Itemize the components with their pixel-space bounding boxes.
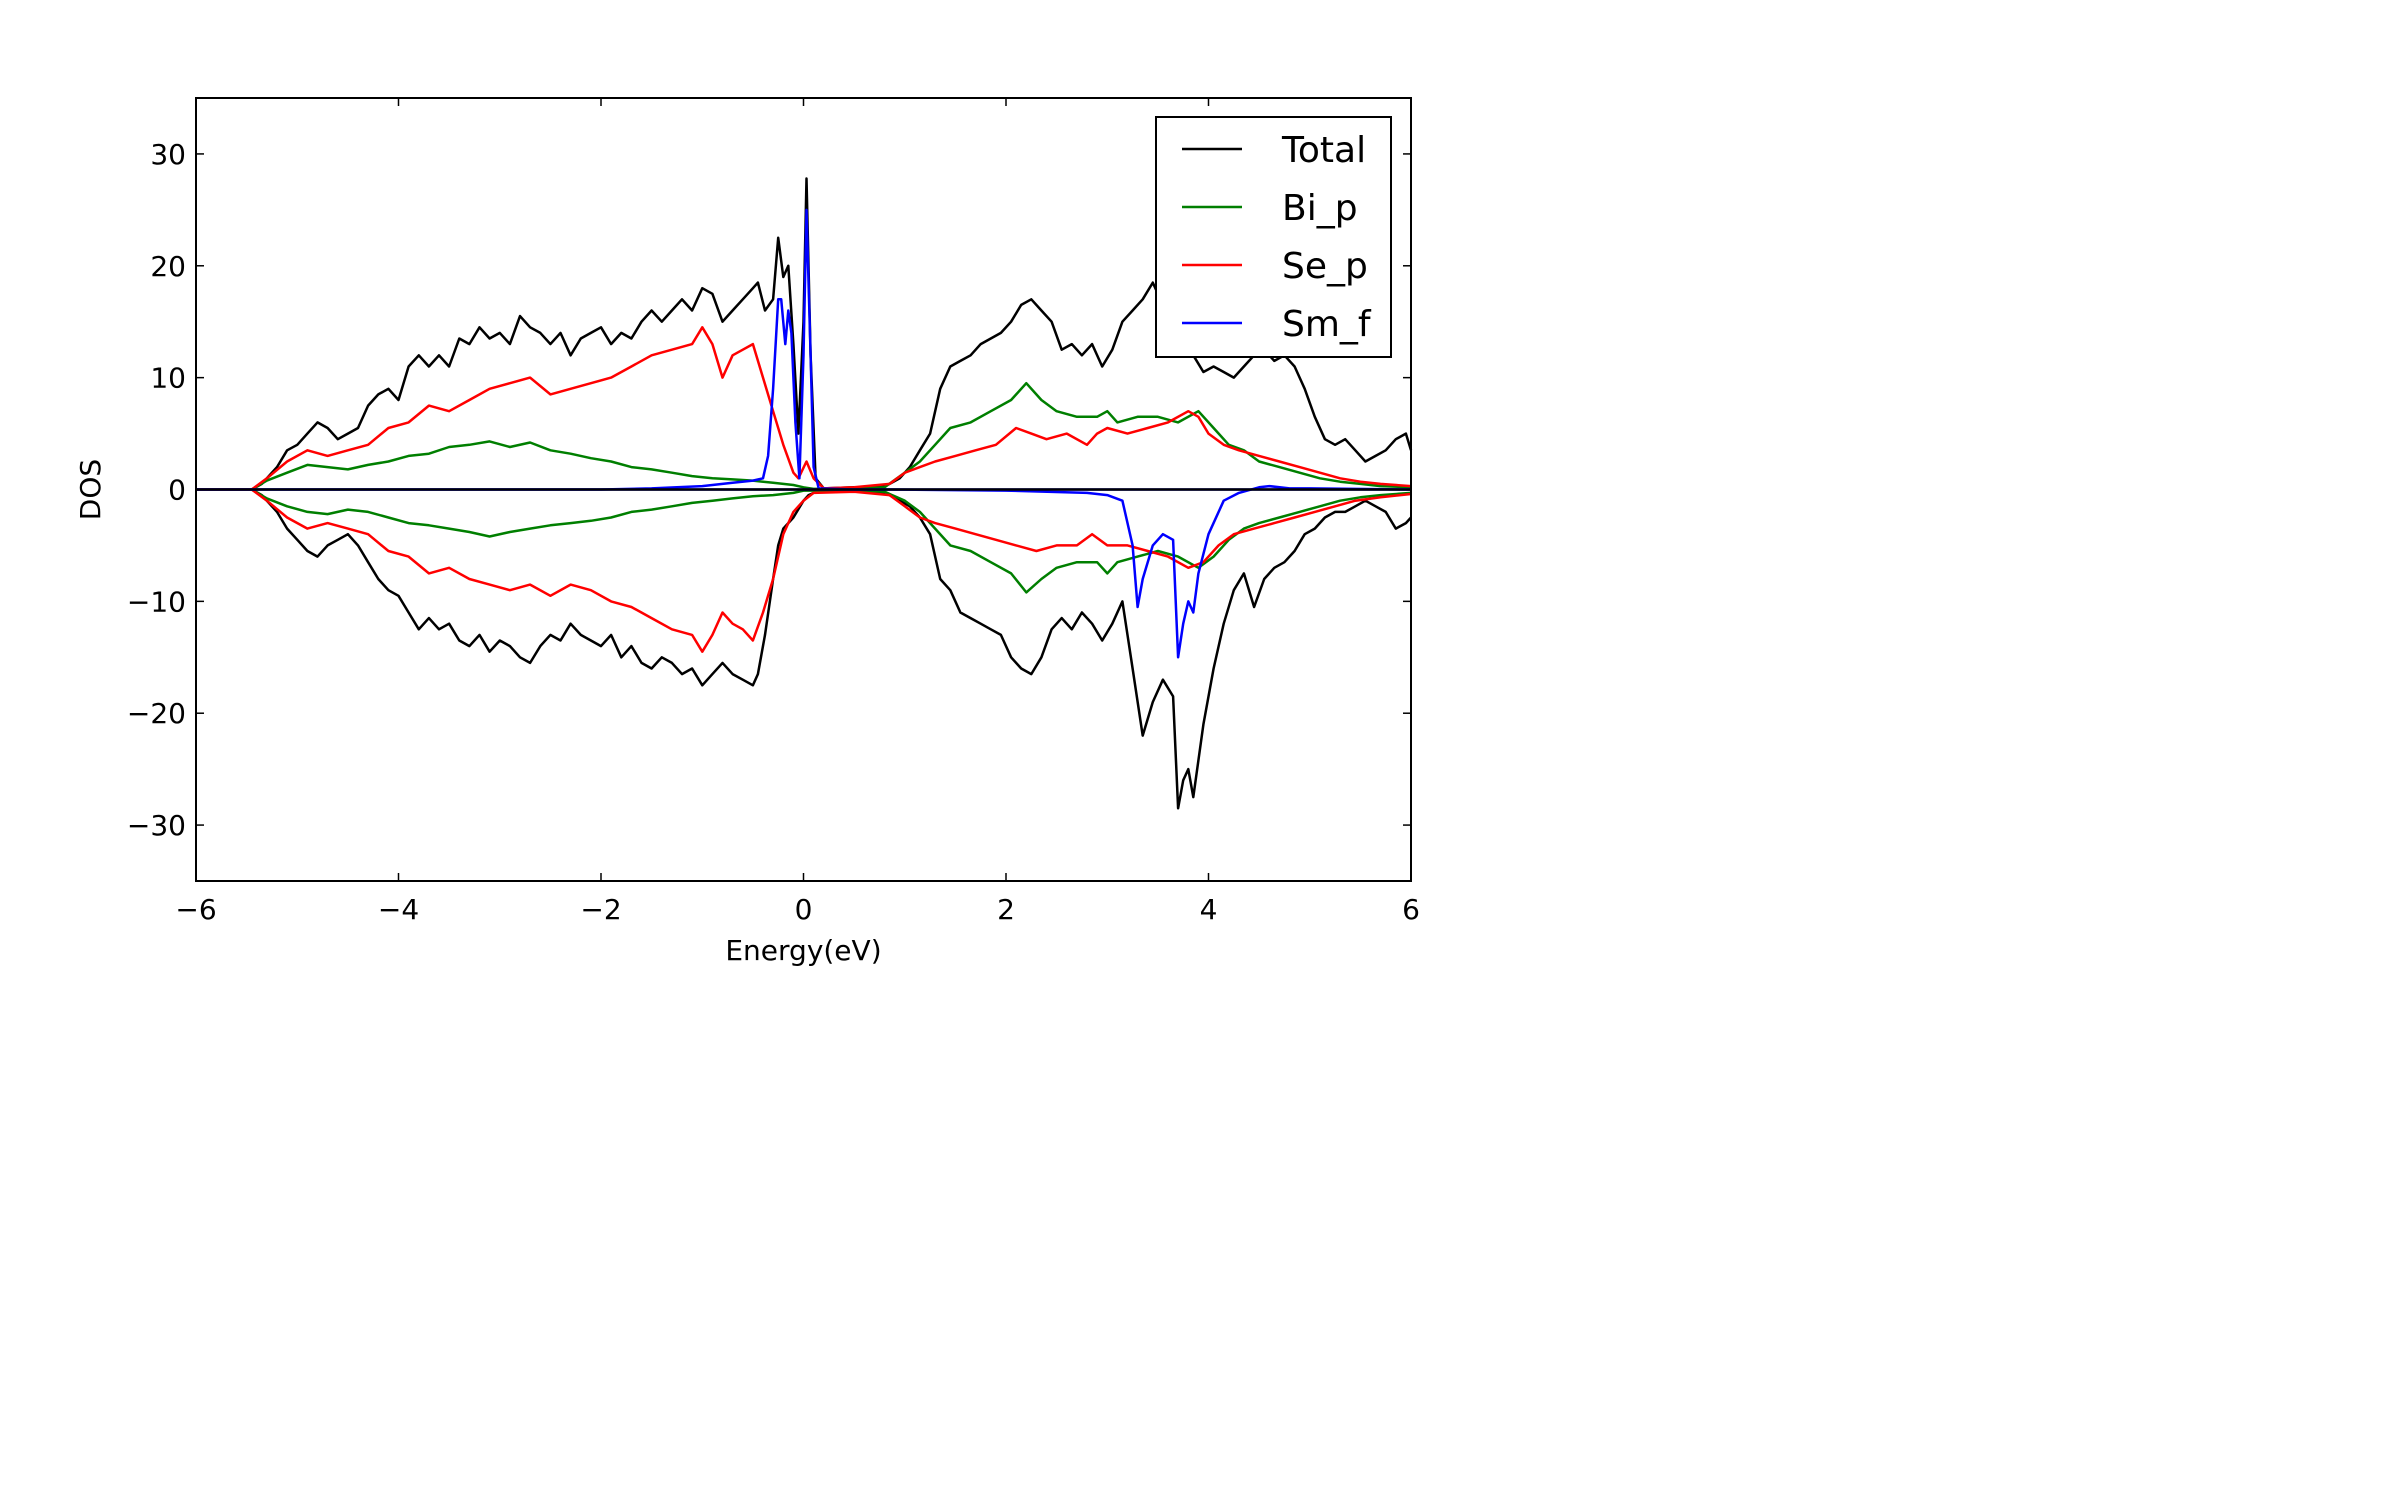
legend-label-total: Total — [1281, 130, 1366, 171]
x-tick-label: −2 — [580, 893, 621, 926]
y-tick-label: 10 — [150, 362, 186, 395]
y-tick-label: −10 — [127, 585, 186, 618]
y-tick-label: 30 — [150, 138, 186, 171]
y-axis-title: DOS — [74, 459, 107, 520]
x-axis: −6 −4 −2 0 2 4 6 — [175, 98, 1420, 926]
x-tick-label: −4 — [378, 893, 419, 926]
legend-label-sm-f: Sm_f — [1282, 304, 1372, 345]
y-axis: −30 −20 −10 0 10 20 30 — [127, 138, 1411, 842]
x-tick-label: 4 — [1200, 893, 1218, 926]
y-tick-label: 0 — [168, 474, 186, 507]
legend: Total Bi_p Se_p Sm_f — [1155, 116, 1392, 358]
y-tick-label: −30 — [127, 809, 186, 842]
x-tick-label: 0 — [795, 893, 813, 926]
legend-label-se-p: Se_p — [1282, 246, 1368, 287]
series-total-down — [196, 488, 1412, 810]
plot-lines — [196, 177, 1413, 810]
x-tick-label: 2 — [997, 893, 1015, 926]
legend-box — [1155, 116, 1392, 358]
legend-label-bi-p: Bi_p — [1282, 188, 1358, 229]
series-se-p-down — [196, 488, 1412, 653]
y-tick-label: −20 — [127, 697, 186, 730]
x-tick-label: 6 — [1402, 893, 1420, 926]
series-sm-f-down — [196, 484, 1412, 659]
series-sm-f-up — [196, 208, 1411, 491]
x-tick-label: −6 — [175, 893, 216, 926]
y-tick-label: 20 — [150, 250, 186, 283]
x-axis-title: Energy(eV) — [725, 934, 881, 967]
